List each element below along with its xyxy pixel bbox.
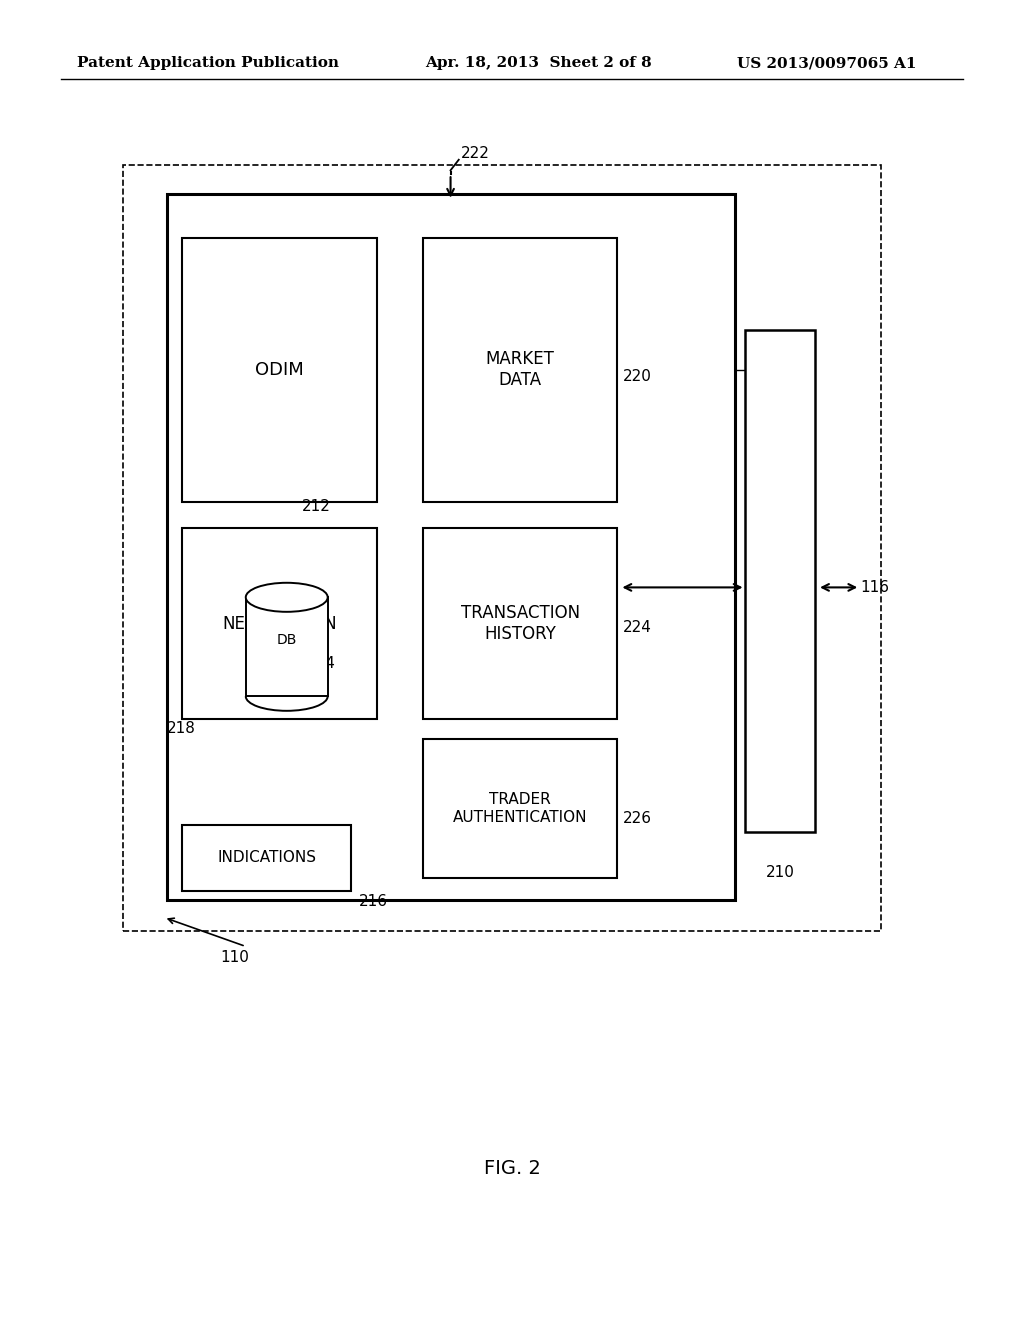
Text: Patent Application Publication: Patent Application Publication	[77, 57, 339, 70]
Text: FIG. 2: FIG. 2	[483, 1159, 541, 1177]
Text: 218: 218	[167, 721, 196, 737]
Text: ODIM: ODIM	[255, 360, 304, 379]
Text: 212: 212	[302, 499, 331, 515]
Bar	[182, 528, 377, 719]
Text: 210: 210	[766, 865, 795, 879]
Bar	[167, 194, 735, 900]
Text: 222: 222	[461, 147, 489, 161]
Bar	[123, 165, 881, 931]
Bar	[182, 238, 377, 502]
Text: MARKET
DATA: MARKET DATA	[485, 350, 555, 389]
Text: TRANSACTION
HISTORY: TRANSACTION HISTORY	[461, 605, 580, 643]
Bar	[246, 597, 328, 697]
Bar	[423, 739, 617, 878]
Text: INDICATIONS: INDICATIONS	[217, 850, 316, 866]
Text: DB: DB	[276, 634, 297, 647]
Text: 216: 216	[358, 894, 387, 909]
Text: US 2013/0097065 A1: US 2013/0097065 A1	[737, 57, 916, 70]
Text: Apr. 18, 2013  Sheet 2 of 8: Apr. 18, 2013 Sheet 2 of 8	[425, 57, 651, 70]
Text: 226: 226	[623, 810, 651, 826]
Bar	[745, 330, 815, 832]
Bar	[182, 825, 351, 891]
Text: 110: 110	[220, 949, 249, 965]
Text: TRADER
AUTHENTICATION: TRADER AUTHENTICATION	[453, 792, 588, 825]
Bar	[423, 238, 617, 502]
Text: 224: 224	[623, 619, 651, 635]
Ellipse shape	[246, 583, 328, 612]
Text: 214: 214	[307, 656, 336, 672]
Text: NEGOTIATION: NEGOTIATION	[222, 615, 337, 632]
Text: 116: 116	[860, 579, 889, 595]
Bar	[423, 528, 617, 719]
Text: 220: 220	[623, 368, 651, 384]
